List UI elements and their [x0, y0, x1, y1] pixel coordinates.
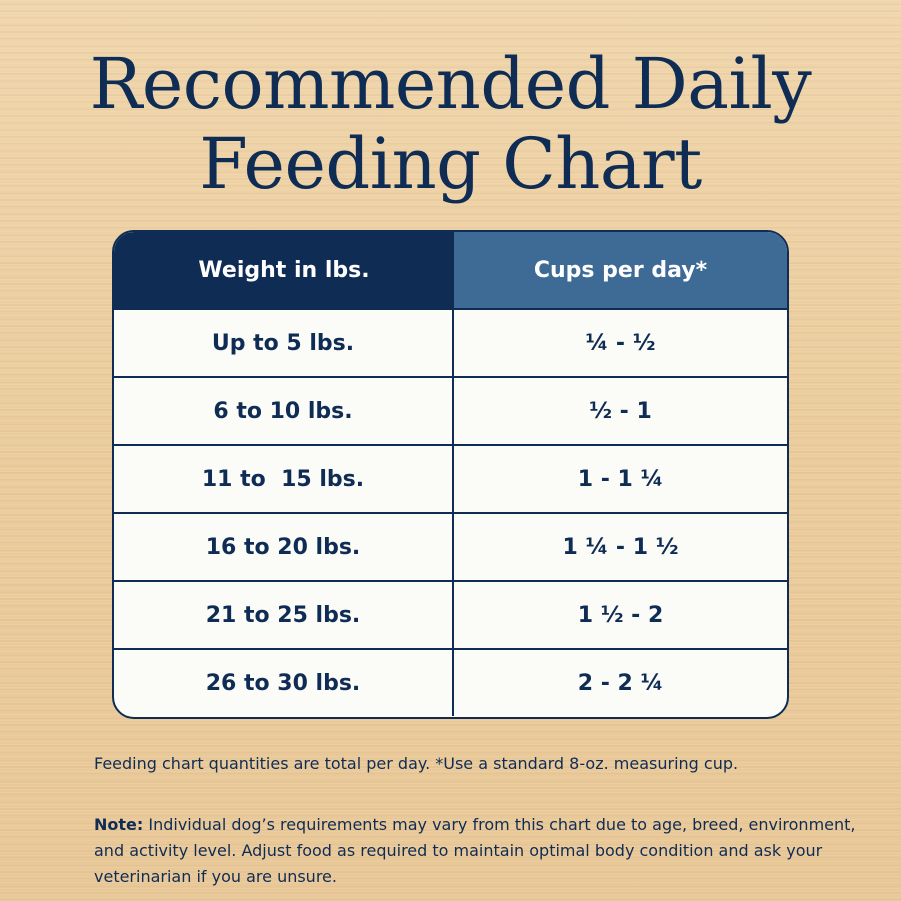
footnote: Feeding chart quantities are total per d…	[94, 754, 739, 773]
title-line-1: Recommended Daily	[89, 43, 812, 125]
cups-cell: 2 - 2 ¼	[577, 670, 664, 696]
table-row: Up to 5 lbs. ¼ - ½	[114, 308, 787, 376]
table-row: 21 to 25 lbs. 1 ½ - 2	[114, 580, 787, 648]
header-cups: Cups per day*	[454, 232, 787, 308]
cups-cell: ¼ - ½	[585, 330, 656, 356]
table-row: 6 to 10 lbs. ½ - 1	[114, 376, 787, 444]
table-row: 16 to 20 lbs. 1 ¼ - 1 ½	[114, 512, 787, 580]
table-row: 26 to 30 lbs. 2 - 2 ¼	[114, 648, 787, 716]
table-header-row: Weight in lbs. Cups per day*	[114, 232, 787, 308]
cups-cell: 1 ½ - 2	[577, 602, 664, 628]
note-label: Note:	[94, 815, 144, 834]
table-row: 11 to 15 lbs. 1 - 1 ¼	[114, 444, 787, 512]
weight-cell: 26 to 30 lbs.	[114, 650, 454, 716]
note-text: Individual dog’s requirements may vary f…	[94, 815, 856, 886]
weight-cell: 21 to 25 lbs.	[114, 582, 454, 648]
weight-cell: 11 to 15 lbs.	[114, 446, 454, 512]
title-line-2: Feeding Chart	[199, 123, 702, 205]
cups-cell: ½ - 1	[589, 398, 652, 424]
header-weight: Weight in lbs.	[114, 232, 454, 308]
page-title: Recommended Daily Feeding Chart	[0, 44, 901, 204]
weight-cell: 6 to 10 lbs.	[114, 378, 454, 444]
weight-cell: Up to 5 lbs.	[114, 310, 454, 376]
cups-cell: 1 ¼ - 1 ½	[562, 534, 679, 560]
note-paragraph: Note: Individual dog’s requirements may …	[94, 812, 864, 890]
weight-cell: 16 to 20 lbs.	[114, 514, 454, 580]
feeding-table: Weight in lbs. Cups per day* Up to 5 lbs…	[112, 230, 789, 719]
cups-cell: 1 - 1 ¼	[577, 466, 664, 492]
